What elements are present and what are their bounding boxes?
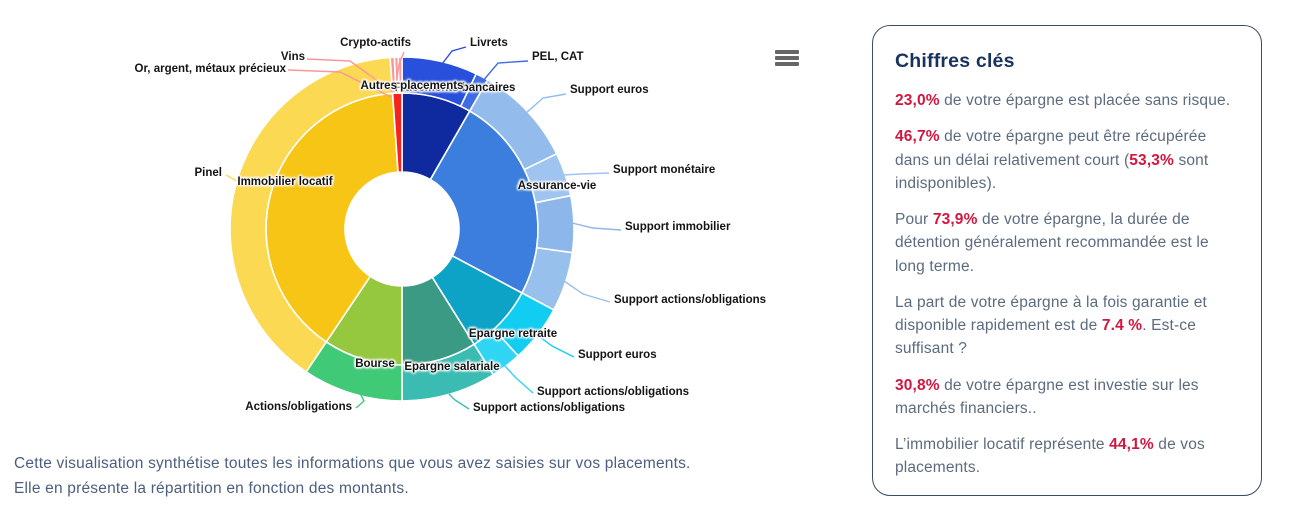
key-figure-item: Pour 73,9% de votre épargne, la durée de…	[895, 208, 1237, 278]
connector-crypto	[395, 51, 405, 87]
label-sa_av: Support actions/obligations	[614, 294, 767, 306]
wedge-si_av[interactable]	[534, 194, 575, 254]
key-figures-title: Chiffres clés	[895, 50, 1015, 72]
label-bo: Bourse	[355, 358, 395, 370]
label-ap: Autres placements	[360, 80, 464, 92]
connector-pel	[476, 60, 529, 89]
key-figure-text: de votre épargne, la durée de détention …	[895, 211, 1209, 275]
connector-se_er	[535, 333, 575, 358]
key-figure-text: de votre épargne est investie sur les ma…	[895, 376, 1199, 417]
key-figure-value: 53,3%	[1129, 151, 1174, 169]
label-livrets: Livrets	[470, 37, 508, 49]
connector-sa_es	[448, 393, 470, 410]
label-er: Epargne retraite	[468, 328, 558, 340]
connector-livrets	[438, 46, 467, 69]
connector-sa_er	[503, 364, 534, 394]
label-pel: PEL, CAT	[532, 51, 584, 63]
key-figure-text: de votre épargne est placée sans risque.	[939, 92, 1231, 109]
key-figure-text: Pour	[895, 211, 933, 228]
connector-vins	[306, 58, 394, 93]
label-se_er: Support euros	[578, 349, 657, 361]
key-figure-value: 46,7%	[895, 128, 940, 146]
label-es: Epargne salariale	[404, 361, 500, 373]
label-or: Or, argent, métaux précieux	[134, 63, 286, 75]
label-pinel: Pinel	[194, 167, 222, 179]
key-figure-item: 30,8% de votre épargne est investie sur …	[895, 374, 1237, 421]
key-figure-value: 30,8%	[895, 376, 940, 394]
label-sa_es: Support actions/obligations	[473, 402, 626, 414]
label-se_av: Support euros	[570, 84, 649, 96]
key-figure-value: 73,9%	[932, 211, 978, 228]
label-si_av: Support immobilier	[625, 221, 731, 233]
key-figure-value: 7.4 %	[1101, 317, 1143, 334]
key-figure-item: 23,0% de votre épargne est placée sans r…	[895, 89, 1237, 112]
connector-se_av	[524, 93, 567, 115]
wedge-pinel[interactable]	[229, 56, 394, 373]
label-vins: Vins	[280, 51, 305, 63]
key-figures-paragraphs: 23,0% de votre épargne est placée sans r…	[895, 89, 1237, 480]
label-ao_bo: Actions/obligations	[245, 401, 352, 413]
hamburger-menu-icon[interactable]	[774, 50, 800, 72]
key-figure-text: L’immobilier locatif représente	[895, 436, 1110, 453]
label-av: Assurance-vie	[517, 180, 597, 192]
sunburst-chart: Livrets PEL, CAT Placements bancaires Suppo…	[134, 37, 800, 414]
connector-pinel	[225, 174, 247, 193]
label-pb: Placements bancaires	[394, 82, 516, 94]
sunburst-svg	[225, 46, 622, 410]
connector-ao_bo	[355, 392, 365, 409]
key-figure-text: La part de votre épargne à la fois garan…	[895, 293, 1207, 334]
connector-si_av	[571, 222, 622, 231]
key-figure-item: 46,7% de votre épargne peut être récupér…	[895, 125, 1237, 195]
label-sa_er: Support actions/obligations	[537, 386, 690, 398]
key-figure-text: de votre épargne peut être récupérée dan…	[895, 128, 1207, 169]
key-figure-value: 44,1%	[1109, 436, 1154, 453]
label-il: Immobilier locatif	[237, 176, 333, 188]
key-figure-item: La part de votre épargne à la fois garan…	[895, 291, 1237, 361]
connector-sm_av	[562, 172, 610, 176]
key-figure-item: L’immobilier locatif représente 44,1% de…	[895, 433, 1237, 480]
key-figure-value: 23,0%	[895, 92, 940, 109]
key-figure-text: . Est-ce suffisant ?	[895, 317, 1196, 358]
connector-or	[287, 69, 392, 98]
key-figures-card: Chiffres clés 23,0% de votre épargne est…	[872, 25, 1262, 496]
chart-caption: Cette visualisation synthétise toutes le…	[14, 455, 691, 498]
key-figure-text: sont indisponibles).	[895, 151, 1209, 192]
connector-sa_av	[563, 280, 611, 303]
key-figure-text: de vos placements.	[895, 436, 1205, 477]
label-sm_av: Support monétaire	[613, 164, 716, 176]
label-crypto: Crypto-actifs	[340, 37, 411, 49]
